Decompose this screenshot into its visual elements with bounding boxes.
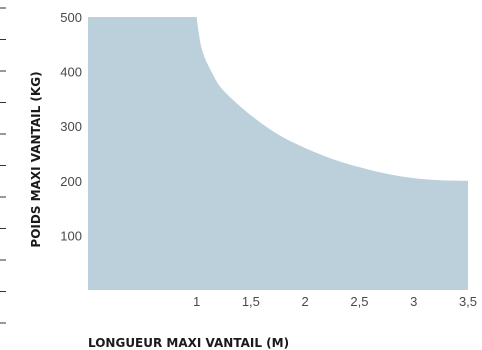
y-tick-label: 100 — [60, 228, 82, 243]
x-tick-label: 2,5 — [350, 294, 368, 309]
x-tick-label: 1,5 — [242, 294, 260, 309]
y-axis-title: POIDS MAXI VANTAIL (KG) — [29, 71, 43, 247]
x-tick-label: 2 — [302, 294, 309, 309]
x-axis-title: LONGUEUR MAXI VANTAIL (M) — [88, 336, 289, 350]
margin-tick-marks — [0, 7, 6, 324]
x-tick-labels: 1 1,5 2 2,5 3 3,5 — [193, 294, 477, 309]
y-tick-label: 500 — [60, 10, 82, 25]
y-tick-label: 300 — [60, 119, 82, 134]
x-tick-label: 3 — [410, 294, 417, 309]
area-region — [88, 17, 468, 290]
y-tick-label: 200 — [60, 174, 82, 189]
x-tick-label: 1 — [193, 294, 200, 309]
x-tick-label: 3,5 — [459, 294, 477, 309]
y-tick-labels: 100 200 300 400 500 — [60, 10, 82, 243]
y-tick-label: 400 — [60, 65, 82, 80]
